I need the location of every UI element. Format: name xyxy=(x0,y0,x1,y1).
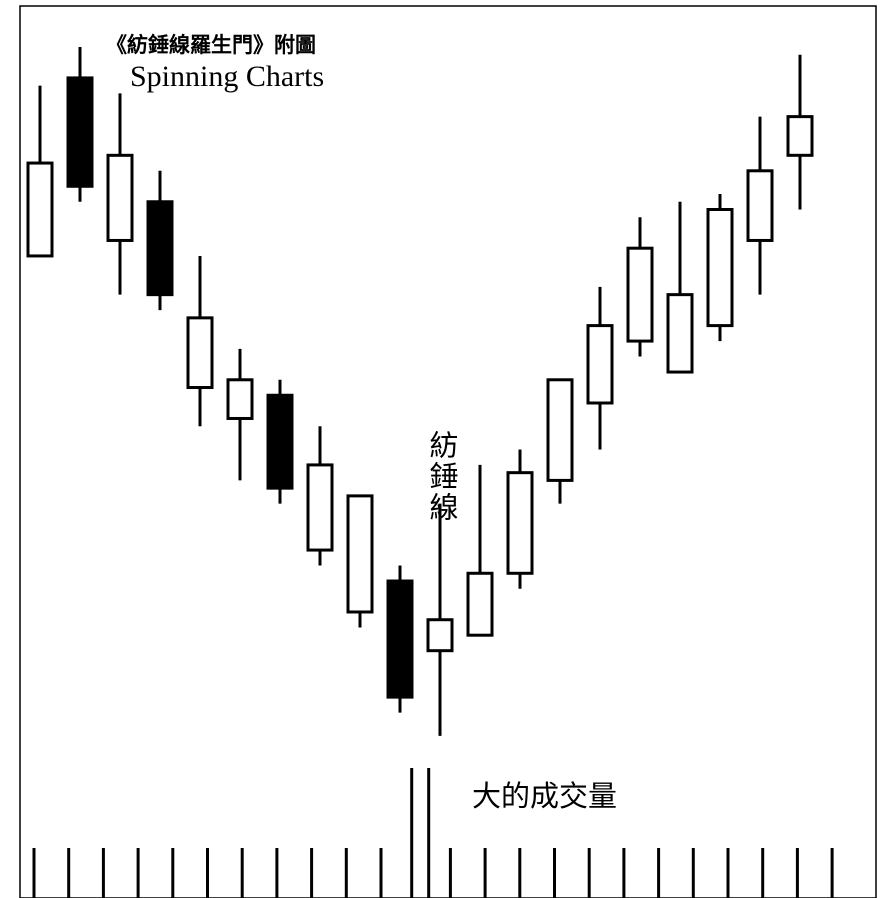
candle-body xyxy=(106,153,134,242)
candle-body xyxy=(466,571,494,637)
candle xyxy=(306,426,334,566)
candle-body xyxy=(706,208,734,328)
candle-body xyxy=(426,618,454,653)
chart-frame xyxy=(19,5,877,898)
spinning-top-annotation: 紡錘線 xyxy=(425,430,459,523)
candle xyxy=(666,201,694,374)
candle xyxy=(466,464,494,637)
candle-body xyxy=(186,316,214,390)
candle xyxy=(586,286,614,450)
candle xyxy=(426,503,454,736)
candle xyxy=(746,116,774,295)
volume-spike-label: 大的成交量 xyxy=(472,779,617,813)
candle xyxy=(26,85,54,258)
candle-body xyxy=(626,246,654,343)
candle xyxy=(266,379,294,504)
candle-body xyxy=(546,378,574,482)
candle xyxy=(186,255,214,427)
candle xyxy=(146,170,174,311)
candle xyxy=(386,565,414,713)
volume-group xyxy=(32,768,834,898)
candle-body xyxy=(146,200,174,297)
candle xyxy=(546,378,574,504)
candle-body xyxy=(786,115,814,157)
candle-body xyxy=(226,378,254,420)
candle-body xyxy=(746,169,774,242)
candle xyxy=(786,54,814,210)
candle-body xyxy=(66,76,94,188)
candle-body xyxy=(346,494,374,614)
chart-subtitle: Spinning Charts xyxy=(130,60,324,93)
candle xyxy=(66,46,94,202)
candle-body xyxy=(666,293,694,374)
candle xyxy=(706,194,734,342)
candle-body xyxy=(26,161,54,258)
candle-body xyxy=(386,579,414,699)
candle-body xyxy=(586,324,614,405)
candle xyxy=(226,348,254,481)
candle-body xyxy=(306,463,334,552)
candle xyxy=(106,93,134,295)
candle xyxy=(506,449,534,589)
candle xyxy=(346,494,374,628)
chart-title: 《紡錘線羅生門》附圖 xyxy=(106,33,316,57)
candles-group xyxy=(26,46,814,736)
candle-body xyxy=(266,393,294,490)
candle xyxy=(626,217,654,357)
candle-body xyxy=(506,471,534,575)
